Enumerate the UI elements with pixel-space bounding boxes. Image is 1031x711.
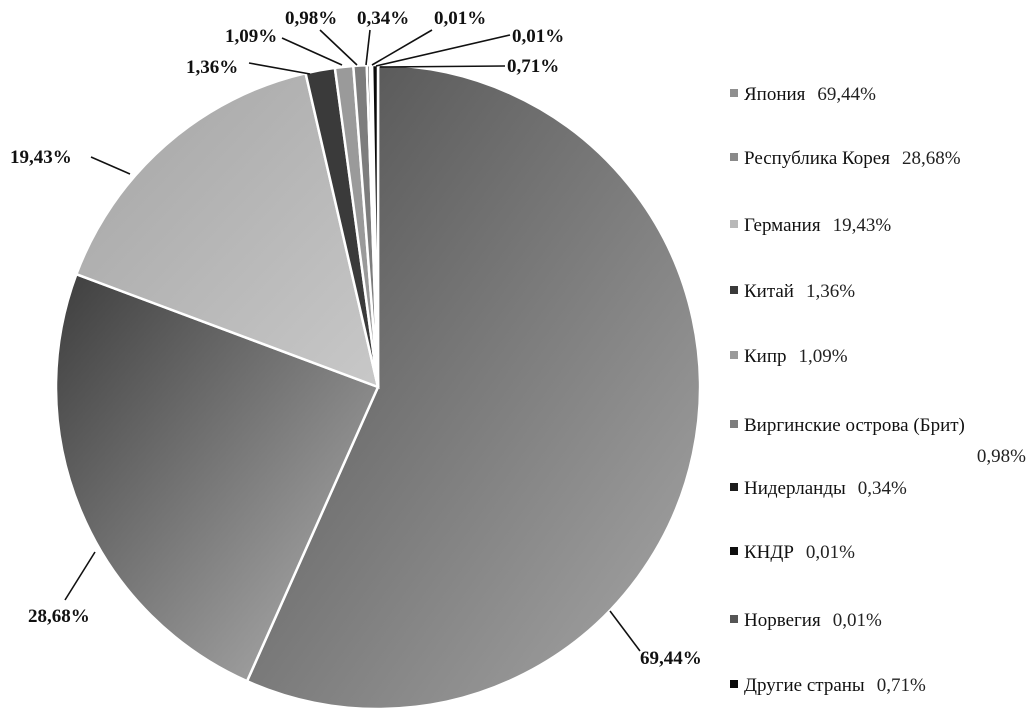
pie-slice-германия: [74, 71, 380, 389]
data-label: 0,71%: [507, 56, 559, 77]
legend-label: Кипр: [744, 346, 787, 367]
legend-swatch: [730, 286, 738, 294]
legend-value: 19,43%: [833, 215, 892, 236]
legend-swatch: [730, 680, 738, 688]
leader-line: [371, 29, 433, 66]
legend-value: 69,44%: [817, 84, 876, 105]
legend-label: Виргинские острова (Брит): [744, 415, 965, 436]
pie-slices: [54, 63, 702, 711]
legend-label: Нидерланды: [744, 478, 846, 499]
data-label: 0,01%: [512, 26, 564, 47]
legend-label: Япония: [744, 84, 806, 105]
leader-line: [64, 551, 96, 601]
legend-label: Китай: [744, 281, 794, 302]
leader-line: [319, 29, 358, 66]
leader-line: [248, 62, 311, 75]
pie-slice-республика-корея: [54, 272, 380, 683]
legend-item: Кипр 1,09%: [730, 346, 848, 367]
leader-line: [365, 29, 371, 66]
legend-value: 1,09%: [799, 346, 848, 367]
legend-item: Китай 1,36%: [730, 281, 855, 302]
data-label: 1,36%: [186, 57, 238, 78]
legend-value: 0,71%: [877, 675, 926, 696]
legend-value: 0,98%: [977, 446, 1026, 467]
legend-swatch: [730, 351, 738, 359]
data-label: 0,98%: [285, 8, 337, 29]
legend-label: Германия: [744, 215, 821, 236]
legend-swatch: [730, 89, 738, 97]
data-label: 0,34%: [357, 8, 409, 29]
legend-label: Другие страны: [744, 675, 865, 696]
legend-swatch: [730, 220, 738, 228]
leader-line: [609, 610, 641, 652]
leader-line: [90, 156, 131, 175]
legend-value: 0,34%: [858, 478, 907, 499]
legend-value: 0,01%: [806, 542, 855, 563]
legend-label: Норвегия: [744, 610, 821, 631]
legend-label: КНДР: [744, 542, 794, 563]
legend-item: КНДР 0,01%: [730, 542, 855, 563]
legend-item: Другие страны 0,71%: [730, 675, 926, 696]
legend: Япония 69,44% Республика Корея 28,68% Герман…: [730, 84, 1026, 696]
data-label: 1,09%: [225, 26, 277, 47]
legend-value: 0,01%: [833, 610, 882, 631]
legend-swatch: [730, 615, 738, 623]
legend-item: Норвегия 0,01%: [730, 610, 882, 631]
legend-item: Республика Корея 28,68%: [730, 148, 961, 169]
data-label: 69,44%: [640, 648, 702, 669]
data-label: 0,01%: [434, 8, 486, 29]
leader-line: [379, 65, 506, 68]
pie-slice-япония: [245, 63, 702, 711]
legend-item: Япония 69,44%: [730, 84, 876, 105]
legend-item: Нидерланды 0,34%: [730, 478, 907, 499]
legend-item: Германия 19,43%: [730, 215, 891, 236]
leader-line: [281, 37, 343, 66]
legend-swatch: [730, 547, 738, 555]
leader-lines: [64, 29, 641, 652]
slice-labels: 69,44% 28,68% 19,43% 1,36% 1,09% 0,98% 0,34% 0,…: [10, 8, 702, 669]
legend-swatch: [730, 483, 738, 491]
data-label: 19,43%: [10, 147, 72, 168]
legend-swatch: [730, 420, 738, 428]
leader-line: [375, 34, 511, 67]
data-label: 28,68%: [28, 606, 90, 627]
legend-value: 28,68%: [902, 148, 961, 169]
legend-value: 1,36%: [806, 281, 855, 302]
legend-swatch: [730, 153, 738, 161]
legend-item: Виргинские острова (Брит) 0,98%: [730, 415, 1026, 467]
legend-label: Республика Корея: [744, 148, 890, 169]
